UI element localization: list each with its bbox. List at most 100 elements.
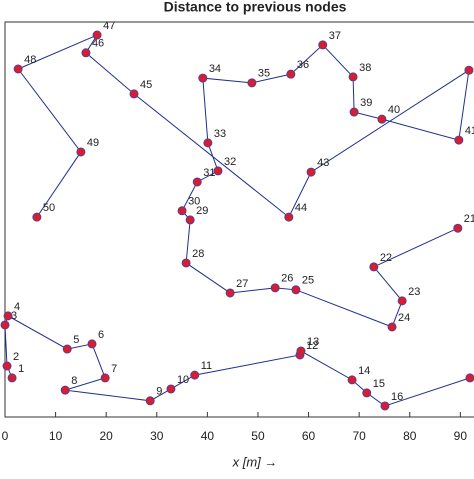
node: [3, 311, 13, 321]
node-label: 9: [156, 386, 162, 398]
node: [145, 396, 155, 406]
x-tick-label: 20: [100, 429, 114, 443]
node: [76, 147, 86, 157]
node-label: 23: [408, 286, 420, 298]
node-label: 5: [73, 334, 79, 346]
node-label: 24: [398, 312, 410, 324]
x-tick-label: 40: [201, 429, 215, 443]
node-label: 43: [317, 157, 329, 169]
node: [100, 373, 110, 383]
node: [270, 283, 280, 293]
node-label: 50: [43, 202, 55, 214]
node: [203, 138, 213, 148]
node: [454, 135, 464, 145]
node-label: 22: [380, 252, 392, 264]
node: [166, 384, 176, 394]
node-label: 35: [258, 68, 270, 80]
node-label: 31: [203, 167, 215, 179]
node-label: 21: [464, 213, 474, 225]
x-tick-label: 0: [2, 429, 9, 443]
node-label: 37: [329, 30, 341, 42]
node-label: 33: [214, 128, 226, 140]
node-label: 47: [103, 20, 115, 32]
node-label: 8: [71, 375, 77, 387]
node: [247, 78, 257, 88]
route-line: [4, 33, 471, 407]
node-label: 29: [196, 205, 208, 217]
node-label: 7: [111, 363, 117, 375]
node: [397, 296, 407, 306]
node: [92, 30, 102, 40]
node: [362, 388, 372, 398]
x-tick-label: 10: [49, 429, 63, 443]
node: [464, 65, 474, 75]
node: [369, 262, 379, 272]
node-label: 11: [201, 360, 212, 372]
node-label: 4: [14, 301, 20, 313]
node: [349, 107, 359, 117]
node-label: 49: [87, 137, 99, 149]
node-label: 40: [388, 104, 400, 116]
node-label: 25: [302, 275, 314, 287]
node-label: 36: [297, 59, 309, 71]
node: [213, 166, 223, 176]
node: [296, 346, 306, 356]
x-tick-label: 70: [352, 429, 366, 443]
node-label: 27: [236, 278, 248, 290]
node-label: 46: [92, 38, 104, 50]
node: [62, 344, 72, 354]
node-label: 6: [98, 329, 104, 341]
node-label: 13: [307, 336, 319, 348]
x-axis-label: x [m] →: [232, 454, 278, 469]
node: [2, 361, 12, 371]
node: [318, 40, 328, 50]
node: [129, 89, 139, 99]
node-label: 10: [177, 374, 189, 386]
node: [177, 206, 187, 216]
node: [198, 73, 208, 83]
node: [387, 322, 397, 332]
node: [465, 373, 474, 383]
node-label: 3: [11, 310, 17, 322]
node-label: 1: [18, 363, 24, 375]
node: [306, 167, 316, 177]
node: [284, 212, 294, 222]
node-label: 39: [360, 97, 372, 109]
node: [347, 375, 357, 385]
node: [225, 288, 235, 298]
node: [181, 258, 191, 268]
node-label: 30: [188, 196, 200, 208]
node: [32, 212, 42, 222]
node: [13, 64, 23, 74]
node-label: 2: [13, 351, 19, 363]
node: [81, 48, 91, 58]
plot-frame: [4, 21, 474, 418]
node-label: 16: [391, 391, 403, 403]
node-label: 32: [224, 156, 236, 168]
node-label: 45: [140, 79, 152, 91]
node-label: 12: [306, 340, 318, 352]
node-label: 44: [295, 202, 307, 214]
x-tick-label: 50: [251, 429, 265, 443]
node: [7, 373, 17, 383]
node-label: 34: [209, 63, 221, 75]
node: [453, 223, 463, 233]
node-label: 14: [358, 365, 370, 377]
node: [87, 339, 97, 349]
node: [377, 114, 387, 124]
node: [60, 385, 70, 395]
x-tick-label: 80: [403, 429, 417, 443]
node: [380, 401, 390, 411]
node: [348, 72, 358, 82]
node: [192, 177, 202, 187]
node-label: 15: [373, 378, 385, 390]
node-label: 41: [465, 125, 474, 137]
node: [291, 285, 301, 295]
node: [0, 320, 10, 330]
node-label: 26: [281, 273, 293, 285]
node: [185, 215, 195, 225]
node-label: 48: [24, 54, 36, 66]
node-label: 38: [359, 62, 371, 74]
x-tick-label: 60: [302, 429, 316, 443]
